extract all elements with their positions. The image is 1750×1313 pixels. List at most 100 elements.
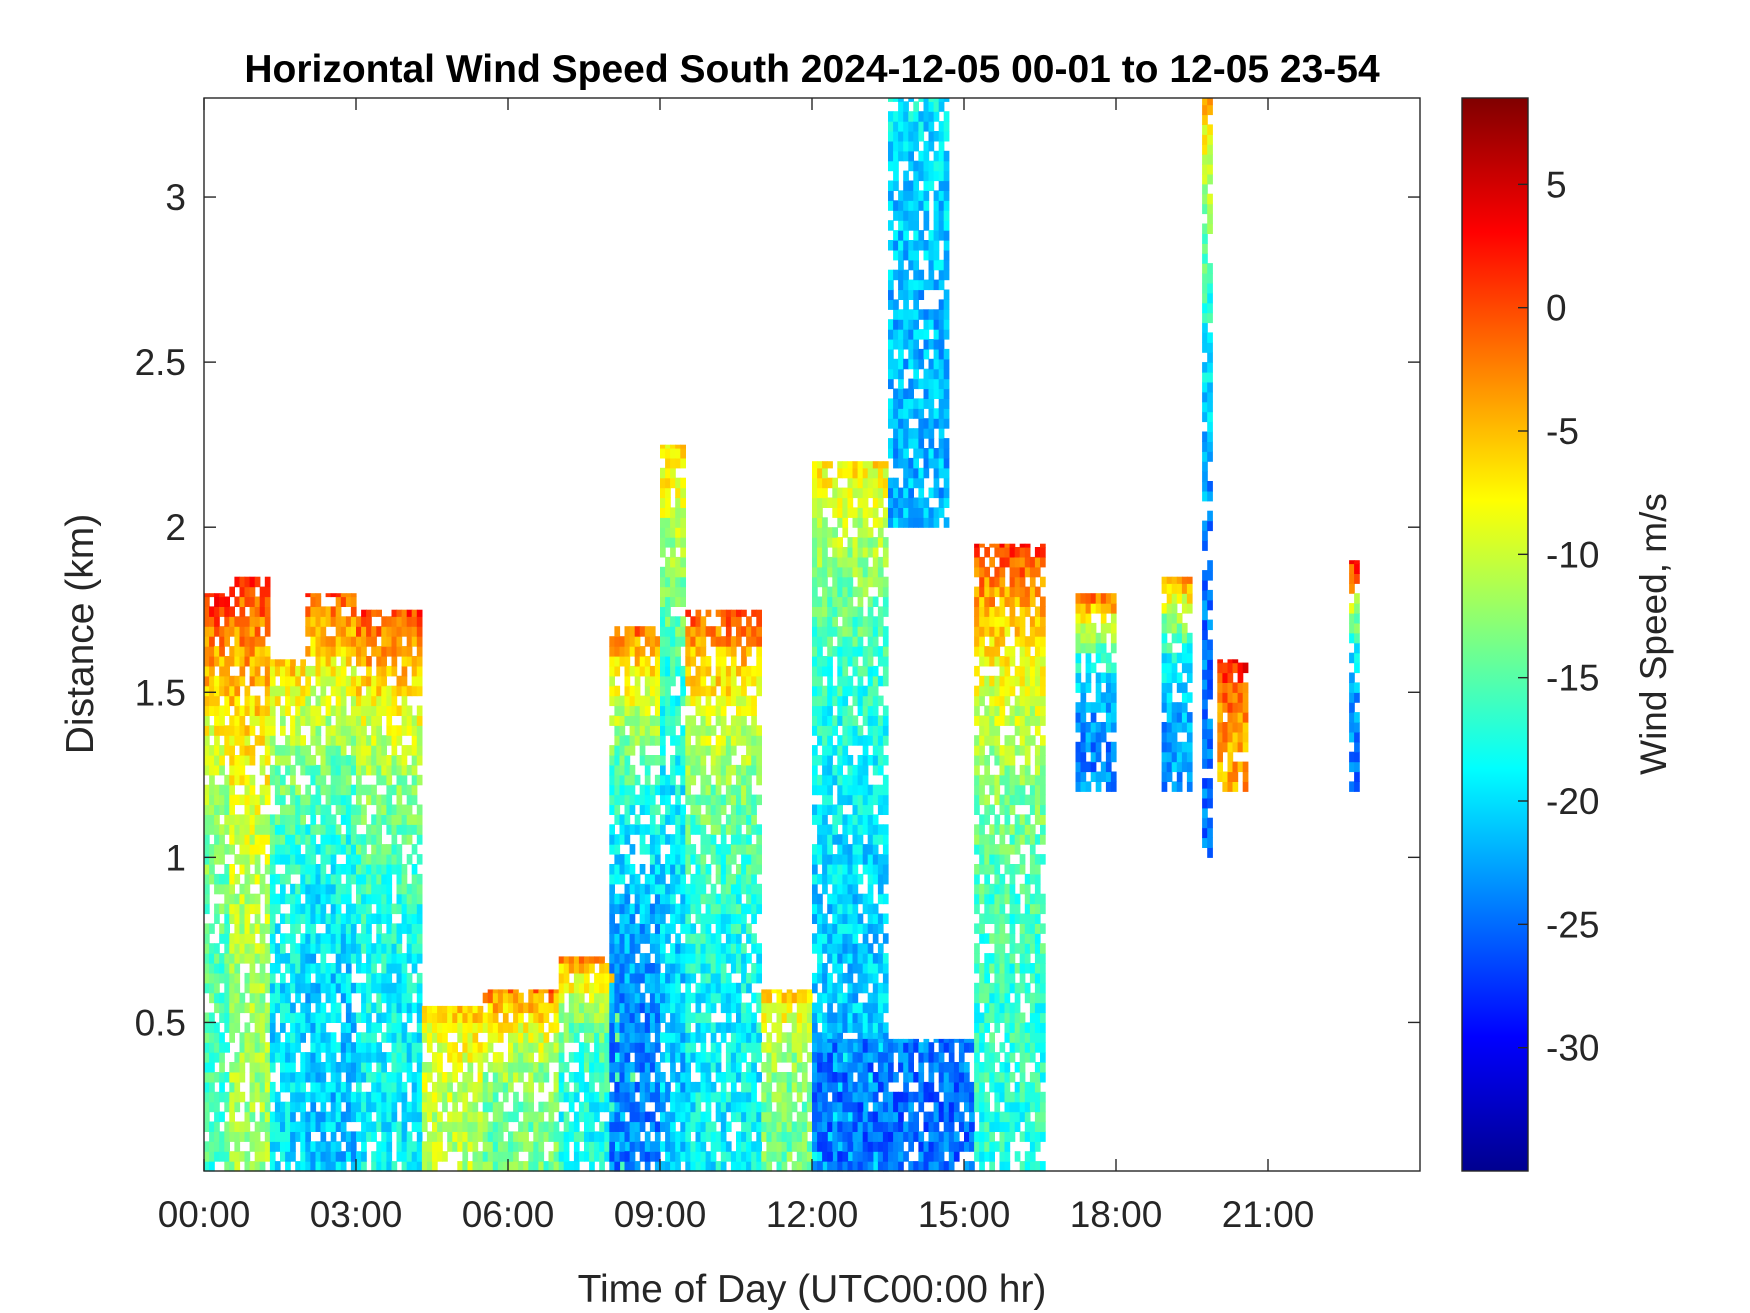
heatmap-cell <box>736 764 742 776</box>
heatmap-cell <box>244 814 251 825</box>
heatmap-cell <box>340 1091 347 1103</box>
heatmap-cell <box>290 1012 296 1023</box>
heatmap-cell <box>209 1121 215 1132</box>
heatmap-cell <box>751 883 757 895</box>
heatmap-cell <box>214 943 220 954</box>
heatmap-cell <box>634 774 641 786</box>
heatmap-cell <box>761 1002 767 1014</box>
heatmap-cell <box>756 1161 762 1172</box>
heatmap-cell <box>680 457 686 469</box>
heatmap-cell <box>822 606 828 617</box>
heatmap-cell <box>396 735 403 746</box>
heatmap-cell <box>644 1091 651 1103</box>
heatmap-cell <box>599 1022 605 1033</box>
heatmap-cell <box>842 487 849 499</box>
heatmap-cell <box>315 1002 322 1014</box>
heatmap-cell <box>386 685 393 697</box>
heatmap-cell <box>274 1111 281 1123</box>
heatmap-cell <box>361 626 367 637</box>
heatmap-cell <box>654 675 661 687</box>
heatmap-cell <box>350 1012 357 1023</box>
heatmap-cell <box>710 725 717 736</box>
heatmap-cell <box>801 1131 808 1142</box>
heatmap-cell <box>204 873 210 885</box>
heatmap-cell <box>224 656 230 667</box>
heatmap-cell <box>665 626 671 637</box>
heatmap-cell <box>670 764 676 776</box>
heatmap-cell <box>634 992 641 1004</box>
heatmap-cell <box>305 1072 311 1083</box>
heatmap-cell <box>239 883 246 895</box>
heatmap-cell <box>366 715 372 726</box>
heatmap-cell <box>609 715 615 726</box>
heatmap-cell <box>680 784 686 796</box>
heatmap-cell <box>361 913 367 924</box>
heatmap-cell <box>310 1022 317 1033</box>
heatmap-cell <box>756 1131 762 1142</box>
heatmap-cell <box>578 1002 585 1014</box>
heatmap-cell <box>700 834 707 845</box>
heatmap-cell <box>832 873 838 885</box>
heatmap-cell <box>305 864 311 875</box>
heatmap-cell <box>345 824 352 835</box>
heatmap-cell <box>239 854 246 865</box>
heatmap-cell <box>497 1101 504 1113</box>
heatmap-cell <box>204 665 210 677</box>
heatmap-cell <box>290 883 296 895</box>
heatmap-cell <box>350 923 357 934</box>
heatmap-cell <box>366 864 372 875</box>
heatmap-cell <box>710 1121 717 1132</box>
heatmap-cell <box>229 656 235 667</box>
heatmap-cell <box>320 1042 327 1053</box>
heatmap-cell <box>563 1151 570 1162</box>
heatmap-cell <box>361 873 367 885</box>
heatmap-cell <box>315 774 322 786</box>
heatmap-cell <box>634 972 641 984</box>
heatmap-cell <box>685 824 691 835</box>
heatmap-cell <box>695 665 702 677</box>
heatmap-cell <box>690 963 697 974</box>
heatmap-cell <box>837 953 843 964</box>
heatmap-cell <box>219 593 225 598</box>
heatmap-cell <box>705 844 712 855</box>
heatmap-cell <box>340 784 347 796</box>
heatmap-cell <box>822 695 828 707</box>
heatmap-cell <box>725 675 732 687</box>
heatmap-cell <box>665 705 671 716</box>
heatmap-cell <box>467 1022 474 1033</box>
heatmap-cell <box>274 903 281 915</box>
heatmap-cell <box>796 1081 803 1093</box>
heatmap-cell <box>401 784 408 796</box>
heatmap-cell <box>442 1091 448 1103</box>
heatmap-cell <box>801 1002 808 1014</box>
heatmap-cell <box>325 606 332 617</box>
heatmap-cell <box>644 1131 651 1142</box>
heatmap-cell <box>381 1062 387 1073</box>
heatmap-cell <box>340 972 347 984</box>
heatmap-cell <box>771 989 778 994</box>
heatmap-cell <box>290 1141 296 1152</box>
heatmap-cell <box>254 893 261 905</box>
heatmap-cell <box>842 745 849 756</box>
heatmap-cell <box>715 774 722 786</box>
heatmap-cell <box>381 1111 387 1123</box>
heatmap-cell <box>401 1091 408 1103</box>
heatmap-cell <box>538 1161 545 1172</box>
heatmap-cell <box>594 1042 600 1053</box>
heatmap-cell <box>771 1062 778 1073</box>
heatmap-cell <box>837 576 843 588</box>
heatmap-cell <box>680 1072 686 1083</box>
heatmap-cell <box>330 606 337 617</box>
heatmap-cell <box>817 695 823 707</box>
heatmap-cell <box>401 755 408 766</box>
heatmap-cell <box>350 626 357 637</box>
heatmap-cell <box>700 755 707 766</box>
heatmap-cell <box>356 755 362 766</box>
heatmap-cell <box>264 1151 271 1162</box>
heatmap-cell <box>254 715 261 726</box>
heatmap-cell <box>827 923 833 934</box>
heatmap-cell <box>295 725 301 736</box>
heatmap-cell <box>756 1022 762 1033</box>
heatmap-cell <box>209 784 215 796</box>
heatmap-cell <box>730 1091 737 1103</box>
